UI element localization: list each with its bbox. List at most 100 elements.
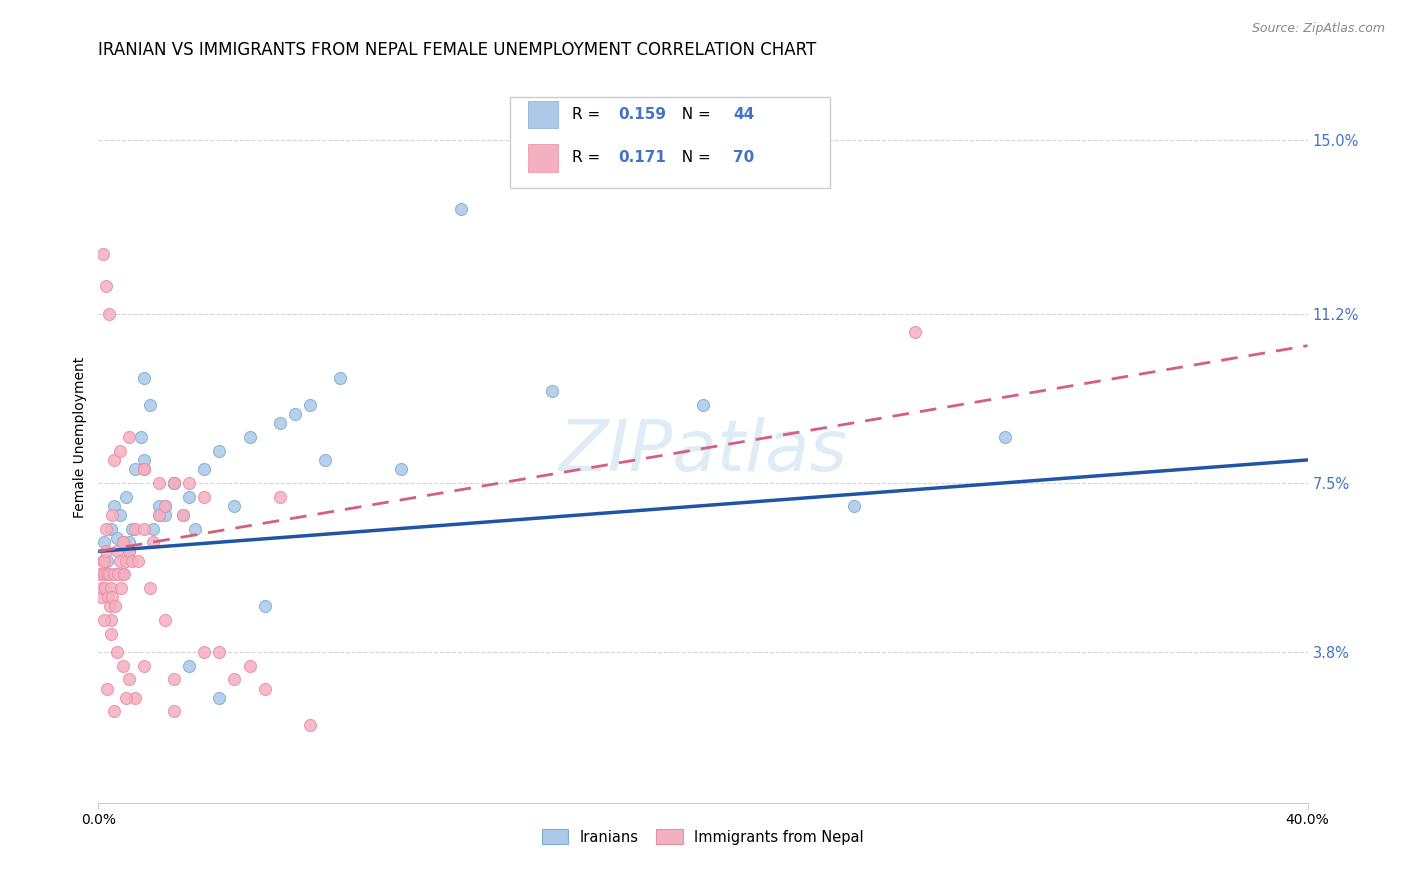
Bar [527, 144, 558, 171]
Point [114, 553, 136, 567]
Point [193, 645, 215, 659]
Point [105, 544, 128, 558]
Point [111, 535, 134, 549]
Point [132, 658, 155, 673]
Point [124, 521, 146, 535]
Point [450, 202, 472, 216]
Point [172, 508, 194, 522]
Point [93, 613, 115, 627]
Point [118, 544, 141, 558]
Text: N =: N = [672, 150, 716, 165]
Point [239, 430, 262, 444]
Point [103, 567, 125, 582]
Point [129, 430, 152, 444]
Point [103, 499, 125, 513]
Point [98, 599, 121, 614]
Point [208, 690, 231, 705]
Point [96, 681, 118, 696]
Point [112, 567, 135, 582]
Point [98, 307, 121, 321]
Point [127, 553, 149, 567]
Point [121, 553, 143, 567]
FancyBboxPatch shape [509, 97, 830, 188]
Point [108, 508, 131, 522]
Point [208, 443, 231, 458]
Point [132, 462, 155, 476]
Point [118, 535, 141, 549]
Point [114, 690, 136, 705]
Point [89, 567, 111, 582]
Point [132, 462, 155, 476]
Point [90, 590, 112, 604]
Point [101, 590, 124, 604]
Point [299, 718, 322, 732]
Text: 44: 44 [734, 107, 755, 122]
Point [148, 508, 170, 522]
Point [692, 398, 714, 412]
Point [108, 553, 131, 567]
Point [299, 398, 322, 412]
Point [142, 521, 165, 535]
Point [107, 567, 129, 582]
Point [124, 690, 146, 705]
Point [329, 370, 352, 384]
Point [111, 567, 134, 582]
Point [148, 499, 170, 513]
Point [284, 407, 307, 421]
Point [269, 490, 291, 504]
Bar [527, 101, 558, 128]
Point [239, 658, 262, 673]
Point [163, 705, 186, 719]
Point [97, 590, 120, 604]
Point [96, 553, 118, 567]
Point [184, 521, 207, 535]
Text: 0.171: 0.171 [619, 150, 666, 165]
Point [179, 475, 201, 490]
Point [148, 508, 170, 522]
Point [153, 613, 176, 627]
Point [163, 673, 186, 687]
Point [163, 475, 186, 490]
Point [172, 508, 194, 522]
Point [153, 499, 176, 513]
Point [94, 279, 117, 293]
Point [179, 490, 201, 504]
Point [153, 508, 176, 522]
Point [132, 521, 155, 535]
Point [179, 658, 201, 673]
Point [93, 553, 115, 567]
Point [114, 490, 136, 504]
Point [93, 535, 115, 549]
Point [253, 599, 276, 614]
Point [844, 499, 866, 513]
Point [314, 453, 336, 467]
Point [101, 508, 124, 522]
Point [224, 499, 246, 513]
Point [224, 673, 246, 687]
Point [121, 521, 143, 535]
Point [104, 599, 127, 614]
Point [132, 370, 155, 384]
Point [389, 462, 412, 476]
Point [118, 430, 141, 444]
Point [111, 535, 134, 549]
Point [153, 499, 176, 513]
Text: N =: N = [672, 107, 716, 122]
Point [193, 490, 215, 504]
Point [91, 553, 114, 567]
Point [103, 705, 125, 719]
Y-axis label: Female Unemployment: Female Unemployment [73, 357, 87, 517]
Point [108, 443, 131, 458]
Point [118, 544, 141, 558]
Point [100, 521, 122, 535]
Point [105, 531, 128, 545]
Point [142, 535, 165, 549]
Text: IRANIAN VS IMMIGRANTS FROM NEPAL FEMALE UNEMPLOYMENT CORRELATION CHART: IRANIAN VS IMMIGRANTS FROM NEPAL FEMALE … [98, 41, 817, 59]
Point [132, 453, 155, 467]
Point [100, 581, 122, 595]
Point [91, 581, 114, 595]
Point [93, 567, 115, 582]
Point [269, 417, 291, 431]
Point [98, 567, 121, 582]
Point [253, 681, 276, 696]
